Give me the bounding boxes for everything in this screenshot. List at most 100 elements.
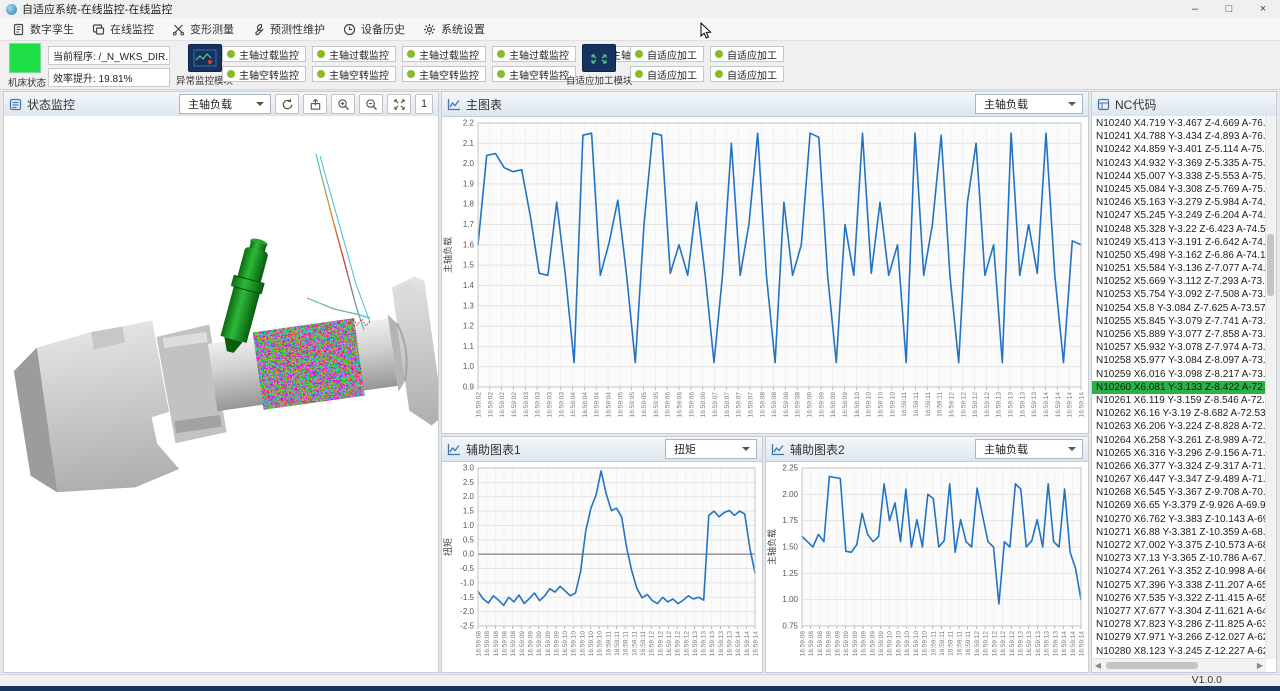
svg-text:16:59:12: 16:59:12 [948,392,955,418]
svg-text:1.5: 1.5 [463,507,475,516]
nc-code-row[interactable]: N10257 X5.932 Y-3.078 Z-7.974 A-73.243 [1092,341,1266,354]
svg-text:16:59:12: 16:59:12 [983,631,990,657]
scroll-right-icon[interactable]: ▶ [1254,661,1266,670]
zoom-in-button[interactable] [331,94,355,114]
svg-text:1.0: 1.0 [463,521,475,530]
monitor-status-chip: 主轴过载监控 [312,46,396,62]
anomaly-module-icon [188,44,222,72]
aux2-chart-dropdown[interactable]: 主轴负载 [975,439,1083,459]
chevron-down-icon [742,447,750,455]
nc-code-row[interactable]: N10240 X4.719 Y-3.467 Z-4.669 A-76.396 [1092,117,1266,130]
view-index-button[interactable]: 1 [415,94,433,114]
status-panel-title: 状态监控 [27,96,75,113]
nc-code-row[interactable]: N10261 X6.119 Y-3.159 Z-8.546 A-72.701 [1092,394,1266,407]
nc-code-row[interactable]: N10269 X6.65 Y-3.379 Z-9.926 A-69.947 C [1092,499,1266,512]
nc-code-row[interactable]: N10255 X5.845 Y-3.079 Z-7.741 A-73.458 [1092,315,1266,328]
nc-code-row[interactable]: N10248 X5.328 Y-3.22 Z-6.423 A-74.52 C [1092,223,1266,236]
nc-code-row[interactable]: N10244 X5.007 Y-3.338 Z-5.553 A-75.297 [1092,170,1266,183]
menu-item-online-monitor[interactable]: 在线监控 [84,19,164,39]
main-chart-header: 主图表 主轴负载 [442,92,1088,117]
nc-code-row[interactable]: N10267 X6.447 Y-3.347 Z-9.489 A-71.055 [1092,473,1266,486]
svg-text:16:59:07: 16:59:07 [736,392,743,418]
nc-vertical-scrollbar[interactable] [1265,116,1276,659]
nc-code-row[interactable]: N10242 X4.859 Y-3.401 Z-5.114 A-75.775 [1092,143,1266,156]
nc-code-row[interactable]: N10246 X5.163 Y-3.279 Z-5.984 A-74.892 [1092,196,1266,209]
nc-code-row[interactable]: N10276 X7.535 Y-3.322 Z-11.415 A-65.22 [1092,592,1266,605]
status-metric-dropdown[interactable]: 主轴负载 [179,94,271,114]
nc-code-row[interactable]: N10256 X5.889 Y-3.077 Z-7.858 A-73.348 [1092,328,1266,341]
nc-code-row[interactable]: N10262 X6.16 Y-3.19 Z-8.682 A-72.534 C [1092,407,1266,420]
nc-code-row[interactable]: N10272 X7.002 Y-3.375 Z-10.573 A-68.05 [1092,539,1266,552]
menu-item-predictive[interactable]: 预测性维护 [244,19,335,39]
nc-code-row[interactable]: N10245 X5.084 Y-3.308 Z-5.769 A-75.088 [1092,183,1266,196]
aux1-chart-dropdown[interactable]: 扭矩 [665,439,757,459]
svg-text:16:59:11: 16:59:11 [948,631,955,656]
nc-code-row[interactable]: N10243 X4.932 Y-3.369 Z-5.335 A-75.523 [1092,157,1266,170]
close-button[interactable]: × [1246,0,1280,18]
main-chart: 0.91.01.11.21.31.41.51.61.71.81.92.02.12… [442,116,1088,433]
nc-code-row[interactable]: N10273 X7.13 Y-3.365 Z-10.786 A-67.372 [1092,552,1266,565]
svg-text:16:59:07: 16:59:07 [712,392,719,418]
nc-code-row[interactable]: N10265 X6.316 Y-3.296 Z-9.156 A-71.771 [1092,447,1266,460]
svg-text:16:59:10: 16:59:10 [854,392,861,418]
svg-text:16:59:09: 16:59:09 [553,631,560,657]
svg-text:16:59:09: 16:59:09 [843,631,850,657]
nc-code-row[interactable]: N10279 X7.971 Y-3.266 Z-12.027 A-62.98 [1092,631,1266,644]
nc-code-row[interactable]: N10274 X7.261 Y-3.352 Z-10.998 A-66.67 [1092,565,1266,578]
nc-code-row[interactable]: N10258 X5.977 Y-3.084 Z-8.097 A-73.138 [1092,354,1266,367]
nc-code-row[interactable]: N10250 X5.498 Y-3.162 Z-6.86 A-74.178 C [1092,249,1266,262]
main-chart-dropdown[interactable]: 主轴负载 [975,94,1083,114]
svg-text:3.0: 3.0 [463,464,475,473]
measure-icon [172,23,185,36]
svg-text:16:59:13: 16:59:13 [1026,631,1033,657]
svg-text:16:59:12: 16:59:12 [1009,631,1016,657]
nc-code-row-selected[interactable]: N10260 X6.081 Y-3.133 Z-8.422 A-72.835 [1092,381,1266,394]
nc-code-row[interactable]: N10263 X6.206 Y-3.224 Z-8.828 A-72.33 C [1092,420,1266,433]
nc-code-row[interactable]: N10247 X5.245 Y-3.249 Z-6.204 A-74.701 [1092,209,1266,222]
nc-code-row[interactable]: N10264 X6.258 Y-3.261 Z-8.989 A-72.072 [1092,434,1266,447]
nc-code-panel: NC代码 N10240 X4.719 Y-3.467 Z-4.669 A-76.… [1091,91,1277,673]
nc-code-row[interactable]: N10277 X7.677 Y-3.304 Z-11.621 A-64.48 [1092,605,1266,618]
minimize-button[interactable]: – [1178,0,1212,18]
nc-code-row[interactable]: N10252 X5.669 Y-3.112 Z-7.293 A-73.844 [1092,275,1266,288]
chevron-down-icon [1068,447,1076,455]
machine-3d-view[interactable] [4,116,438,672]
rotate-view-button[interactable] [275,94,299,114]
menu-item-deform-measure[interactable]: 变形测量 [164,19,244,39]
nc-code-row[interactable]: N10251 X5.584 Y-3.136 Z-7.077 A-74.012 [1092,262,1266,275]
nc-code-row[interactable]: N10270 X6.762 Y-3.383 Z-10.143 A-69.34 [1092,513,1266,526]
scroll-left-icon[interactable]: ◀ [1092,661,1104,670]
menu-item-system-settings[interactable]: 系统设置 [415,19,495,39]
scrollbar-thumb[interactable] [1106,662,1198,669]
nc-code-row[interactable]: N10253 X5.754 Y-3.092 Z-7.508 A-73.677 [1092,288,1266,301]
svg-text:1.50: 1.50 [782,543,798,552]
menu-item-digital-twin[interactable]: 数字孪生 [4,19,84,39]
nc-horizontal-scrollbar[interactable]: ◀ ▶ [1092,658,1266,672]
export-view-button[interactable] [303,94,327,114]
monitor-icon [92,23,105,36]
nc-code-row[interactable]: N10271 X6.88 Y-3.381 Z-10.359 A-68.711 [1092,526,1266,539]
nc-code-row[interactable]: N10275 X7.396 Y-3.338 Z-11.207 A-65.95 [1092,579,1266,592]
nc-code-row[interactable]: N10268 X6.545 Y-3.367 Z-9.708 A-70.519 [1092,486,1266,499]
svg-text:2.5: 2.5 [463,478,475,487]
menu-item-label: 系统设置 [441,21,485,37]
nc-code-row[interactable]: N10249 X5.413 Y-3.191 Z-6.642 A-74.346 [1092,236,1266,249]
menu-item-device-history[interactable]: 设备历史 [335,19,415,39]
svg-text:16:59:06: 16:59:06 [665,392,672,418]
svg-text:16:59:09: 16:59:09 [869,631,876,657]
maximize-button[interactable]: □ [1212,0,1246,18]
nc-code-row[interactable]: N10266 X6.377 Y-3.324 Z-9.317 A-71.443 [1092,460,1266,473]
svg-text:16:59:11: 16:59:11 [965,631,972,656]
scrollbar-thumb[interactable] [1267,234,1274,296]
svg-text:-2.0: -2.0 [460,607,474,616]
nc-code-row[interactable]: N10259 X6.016 Y-3.098 Z-8.217 A-73.036 [1092,368,1266,381]
nc-code-row[interactable]: N10254 X5.8 Y-3.084 Z-7.625 A-73.571 C [1092,302,1266,315]
fit-view-button[interactable] [387,94,411,114]
monitor-status-chip: 主轴空转监控 [312,66,396,82]
zoom-out-button[interactable] [359,94,383,114]
nc-code-row[interactable]: N10280 X8.123 Y-3.245 Z-12.227 A-62.23 [1092,645,1266,658]
nc-code-row[interactable]: N10241 X4.788 Y-3.434 Z-4.893 A-76.062 [1092,130,1266,143]
nc-code-row[interactable]: N10278 X7.823 Y-3.286 Z-11.825 A-63.73 [1092,618,1266,631]
svg-text:16:59:09: 16:59:09 [536,631,543,657]
svg-text:16:59:04: 16:59:04 [582,392,589,418]
